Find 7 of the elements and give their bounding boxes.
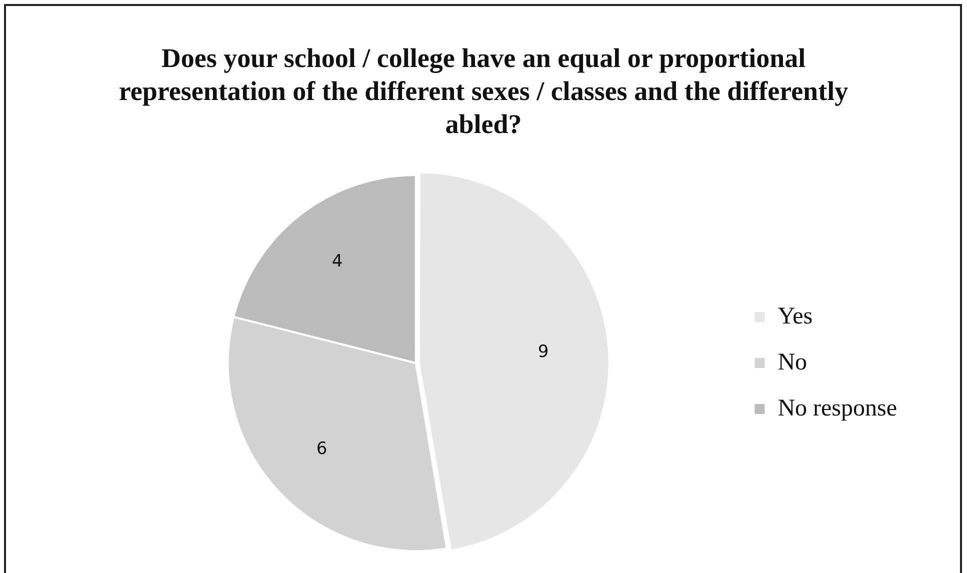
legend-label: No response <box>778 395 898 422</box>
data-label: 6 <box>316 439 328 460</box>
legend-label: Yes <box>778 303 813 330</box>
data-label: 4 <box>332 252 343 272</box>
legend-label: No <box>778 349 808 376</box>
data-label: 9 <box>538 342 549 362</box>
chart-title: Does your school / college have an equal or proportional representation of the different sexes / classes and the differently abled? <box>118 42 850 141</box>
